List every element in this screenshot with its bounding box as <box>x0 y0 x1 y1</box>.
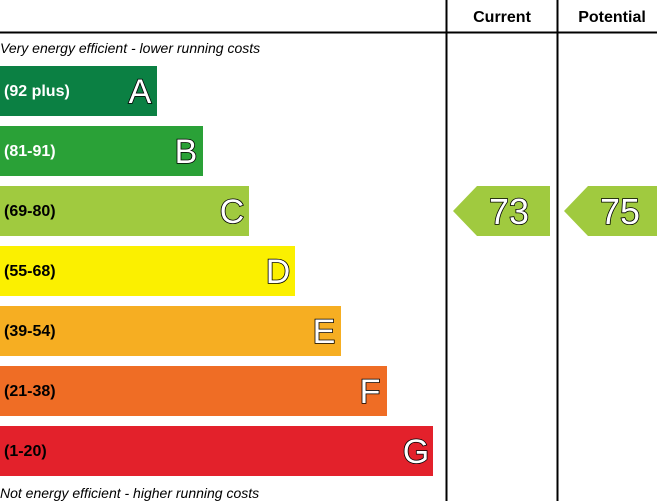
potential-rating-arrow: 75 <box>564 186 657 236</box>
band-range-label: (21-38) <box>4 383 56 400</box>
band-letter: E <box>313 313 336 351</box>
band-b: (81-91) B <box>0 126 203 176</box>
band-letter: C <box>220 193 245 231</box>
band-range-label: (39-54) <box>4 323 56 340</box>
band-c: (69-80) C <box>0 186 249 236</box>
band-letter: G <box>403 433 429 471</box>
rating-value: 73 <box>489 191 529 232</box>
band-letter: A <box>129 73 152 111</box>
potential-column-header: Potential <box>578 9 646 26</box>
band-range-label: (55-68) <box>4 263 56 280</box>
band-bar <box>0 366 387 416</box>
band-letter: D <box>266 253 291 291</box>
band-bar <box>0 246 295 296</box>
band-g: (1-20) G <box>0 426 433 476</box>
band-e: (39-54) E <box>0 306 341 356</box>
band-range-label: (69-80) <box>4 203 56 220</box>
bottom-efficiency-note: Not energy efficient - higher running co… <box>0 485 259 501</box>
band-letter: F <box>360 373 381 411</box>
band-d: (55-68) D <box>0 246 295 296</box>
band-letter: B <box>175 133 198 171</box>
current-column-header: Current <box>473 9 531 26</box>
band-bar <box>0 306 341 356</box>
rating-arrow-shape <box>564 186 657 236</box>
band-bar <box>0 126 203 176</box>
band-bar <box>0 186 249 236</box>
top-efficiency-note: Very energy efficient - lower running co… <box>0 40 260 56</box>
band-a: (92 plus) A <box>0 66 157 116</box>
current-rating-arrow: 73 <box>453 186 550 236</box>
band-range-label: (1-20) <box>4 443 47 460</box>
band-bar <box>0 426 433 476</box>
band-f: (21-38) F <box>0 366 387 416</box>
rating-arrows: 73 75 <box>453 186 657 236</box>
band-range-label: (81-91) <box>4 143 56 160</box>
rating-bands: (92 plus) A (81-91) B (69-80) C (55-68) D (39-54… <box>0 66 433 476</box>
band-bar <box>0 66 157 116</box>
rating-value: 75 <box>600 191 640 232</box>
band-range-label: (92 plus) <box>4 83 70 100</box>
rating-arrow-shape <box>453 186 550 236</box>
